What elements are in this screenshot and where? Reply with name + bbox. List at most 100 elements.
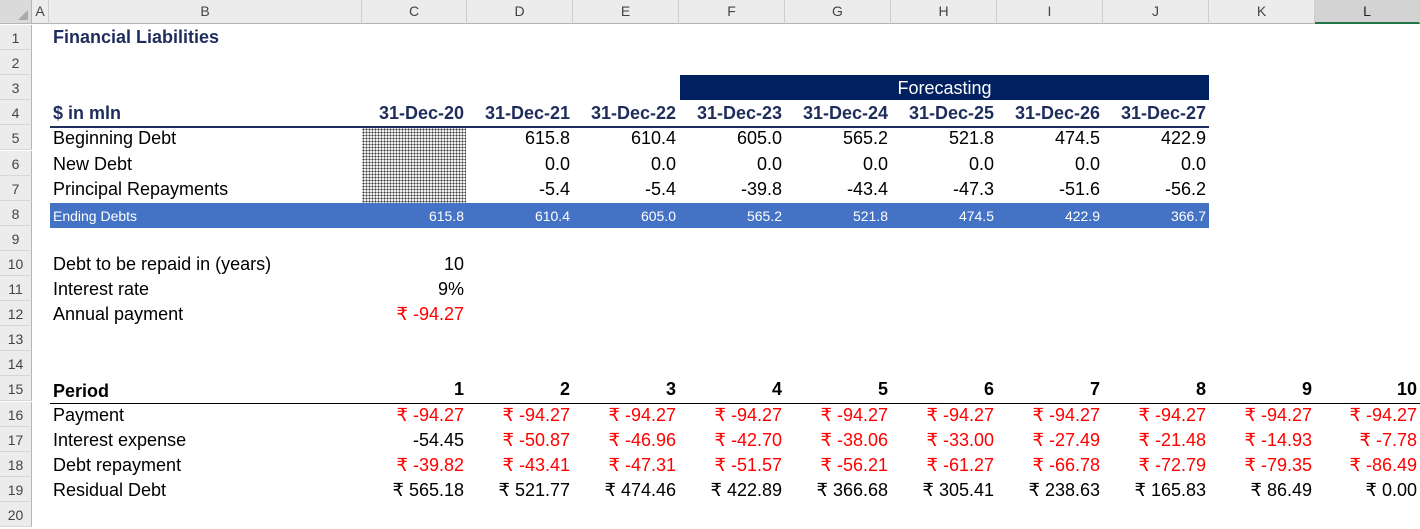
date-header[interactable]: 31-Dec-24	[802, 103, 888, 124]
ending-value[interactable]: 565.2	[746, 208, 782, 224]
value-cell[interactable]: -47.3	[952, 178, 994, 199]
schedule-value[interactable]: ₹ -72.79	[1138, 454, 1207, 475]
value-cell[interactable]: 0.0	[1074, 153, 1100, 174]
row-header-5[interactable]: 5	[0, 125, 32, 151]
row-header-14[interactable]: 14	[0, 351, 32, 377]
schedule-value[interactable]: ₹ -79.35	[1244, 454, 1313, 475]
period-number[interactable]: 8	[1195, 379, 1206, 400]
schedule-value[interactable]: ₹ -7.78	[1359, 429, 1417, 450]
schedule-label[interactable]: Residual Debt	[53, 479, 167, 500]
sheet-title[interactable]: Financial Liabilities	[53, 27, 220, 47]
date-header[interactable]: 31-Dec-23	[696, 103, 782, 124]
ending-value[interactable]: 366.7	[1170, 208, 1206, 224]
row-header-17[interactable]: 17	[0, 426, 32, 452]
date-header[interactable]: 31-Dec-22	[590, 103, 676, 124]
period-number[interactable]: 7	[1089, 379, 1100, 400]
schedule-value[interactable]: ₹ -43.41	[502, 454, 571, 475]
schedule-value[interactable]: ₹ 474.46	[604, 479, 676, 500]
period-label[interactable]: Period	[53, 381, 110, 401]
value-cell[interactable]: -51.6	[1058, 178, 1100, 199]
schedule-value[interactable]: ₹ -66.78	[1032, 454, 1101, 475]
row-header-11[interactable]: 11	[0, 276, 32, 301]
schedule-value[interactable]: ₹ -47.31	[608, 454, 677, 475]
value-cell[interactable]: 474.5	[1054, 128, 1100, 149]
value-cell[interactable]: -56.2	[1164, 178, 1206, 199]
value-cell[interactable]: 422.9	[1160, 128, 1206, 149]
column-header-k[interactable]: K	[1209, 0, 1315, 24]
schedule-value[interactable]: ₹ -33.00	[926, 429, 995, 450]
column-header-i[interactable]: I	[997, 0, 1103, 24]
date-header[interactable]: 31-Dec-21	[484, 103, 570, 124]
column-header-h[interactable]: H	[891, 0, 997, 24]
value-cell[interactable]: 0.0	[544, 153, 570, 174]
ending-value[interactable]: 605.0	[640, 208, 676, 224]
schedule-value[interactable]: ₹ -61.27	[926, 454, 995, 475]
schedule-value[interactable]: -54.45	[412, 429, 464, 450]
row-header-6[interactable]: 6	[0, 150, 32, 176]
schedule-value[interactable]: ₹ -50.87	[502, 429, 571, 450]
param-value[interactable]: 9%	[437, 279, 464, 299]
column-header-j[interactable]: J	[1103, 0, 1209, 24]
schedule-value[interactable]: ₹ -94.27	[926, 404, 995, 425]
param-value[interactable]: 10	[443, 253, 464, 274]
schedule-value[interactable]: ₹ -94.27	[820, 404, 889, 425]
row-header-19[interactable]: 19	[0, 476, 32, 502]
schedule-value[interactable]: ₹ 86.49	[1250, 479, 1313, 500]
schedule-value[interactable]: ₹ -94.27	[1349, 404, 1418, 425]
column-header-b[interactable]: B	[49, 0, 362, 24]
ending-value[interactable]: 610.4	[534, 208, 570, 224]
schedule-value[interactable]: ₹ 565.18	[392, 479, 464, 500]
schedule-value[interactable]: ₹ -38.06	[820, 429, 889, 450]
schedule-value[interactable]: ₹ -94.27	[502, 404, 571, 425]
row-header-18[interactable]: 18	[0, 451, 32, 477]
value-cell[interactable]: -5.4	[538, 178, 570, 199]
select-all-corner[interactable]	[0, 0, 32, 24]
date-header[interactable]: 31-Dec-27	[1120, 103, 1206, 124]
date-header[interactable]: 31-Dec-26	[1014, 103, 1100, 124]
schedule-value[interactable]: ₹ 366.68	[816, 479, 888, 500]
row-label[interactable]: New Debt	[53, 153, 133, 174]
value-cell[interactable]: -5.4	[644, 178, 676, 199]
period-number[interactable]: 10	[1396, 379, 1417, 400]
schedule-value[interactable]: ₹ -51.57	[714, 454, 783, 475]
column-header-l[interactable]: L	[1315, 0, 1420, 24]
param-label[interactable]: Annual payment	[53, 304, 184, 325]
value-cell[interactable]: 0.0	[756, 153, 782, 174]
row-header-15[interactable]: 15	[0, 376, 32, 402]
schedule-value[interactable]: ₹ 0.00	[1365, 479, 1418, 500]
schedule-value[interactable]: ₹ -56.21	[820, 454, 889, 475]
value-cell[interactable]: -43.4	[846, 178, 888, 199]
value-cell[interactable]: 605.0	[736, 128, 782, 149]
date-header[interactable]: 31-Dec-20	[378, 103, 464, 124]
schedule-value[interactable]: ₹ -94.27	[396, 404, 465, 425]
row-header-2[interactable]: 2	[0, 50, 32, 76]
schedule-value[interactable]: ₹ -94.27	[714, 404, 783, 425]
schedule-value[interactable]: ₹ -94.27	[1138, 404, 1207, 425]
schedule-value[interactable]: ₹ -94.27	[608, 404, 677, 425]
period-number[interactable]: 3	[665, 379, 676, 400]
row-header-4[interactable]: 4	[0, 100, 32, 126]
schedule-value[interactable]: ₹ -27.49	[1032, 429, 1101, 450]
value-cell[interactable]: 615.8	[524, 128, 570, 149]
schedule-value[interactable]: ₹ -86.49	[1349, 454, 1418, 475]
ending-value[interactable]: 615.8	[428, 208, 464, 224]
period-number[interactable]: 1	[453, 379, 464, 400]
row-header-3[interactable]: 3	[0, 75, 32, 101]
row-header-1[interactable]: 1	[0, 25, 32, 50]
period-number[interactable]: 6	[983, 379, 994, 400]
value-cell[interactable]: 610.4	[630, 128, 676, 149]
period-number[interactable]: 5	[877, 379, 888, 400]
row-header-12[interactable]: 12	[0, 301, 32, 327]
value-cell[interactable]: 0.0	[968, 153, 994, 174]
value-cell[interactable]: 521.8	[948, 128, 994, 149]
param-value[interactable]: ₹ -94.27	[396, 304, 465, 325]
schedule-value[interactable]: ₹ -39.82	[396, 454, 465, 475]
row-label[interactable]: Principal Repayments	[53, 178, 229, 199]
ending-debts-row[interactable]: Ending Debts 615.8 610.4 605.0 565.2 521.8 47…	[50, 203, 1209, 228]
schedule-value[interactable]: ₹ -14.93	[1244, 429, 1313, 450]
schedule-label[interactable]: Interest expense	[53, 429, 187, 450]
row-header-7[interactable]: 7	[0, 175, 32, 201]
ending-value[interactable]: 422.9	[1064, 208, 1100, 224]
units-label[interactable]: $ in mln	[53, 103, 122, 123]
